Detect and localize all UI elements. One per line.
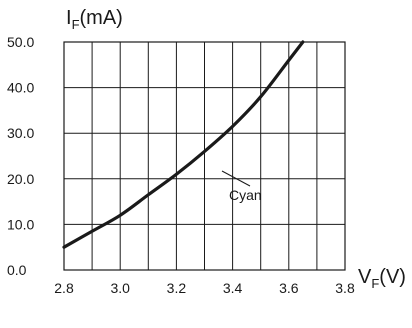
annotation-label: Cyan: [229, 187, 262, 203]
y-tick-label: 50.0: [7, 34, 34, 50]
annotation-leader-line: [221, 170, 251, 187]
grid: [64, 42, 345, 270]
y-axis-title: IF(mA): [66, 7, 123, 32]
x-tick-labels: 2.8 3.0 3.2 3.4 3.6 3.8: [54, 280, 355, 296]
x-tick-label: 2.8: [54, 280, 74, 296]
x-tick-label: 3.0: [110, 280, 130, 296]
x-tick-label: 3.4: [223, 280, 243, 296]
x-tick-label: 3.8: [335, 280, 355, 296]
y-tick-label: 20.0: [7, 171, 34, 187]
y-tick-label: 40.0: [7, 80, 34, 96]
y-tick-label: 10.0: [7, 216, 34, 232]
y-tick-label: 0.0: [7, 262, 27, 278]
x-tick-label: 3.6: [279, 280, 299, 296]
plot-frame: [63, 41, 346, 271]
y-tick-label: 30.0: [7, 125, 34, 141]
y-tick-labels: 0.0 10.0 20.0 30.0 40.0 50.0: [7, 34, 34, 278]
x-axis-title: VF(V): [358, 266, 406, 291]
x-tick-label: 3.2: [167, 280, 187, 296]
series-line-0: [62, 40, 305, 249]
